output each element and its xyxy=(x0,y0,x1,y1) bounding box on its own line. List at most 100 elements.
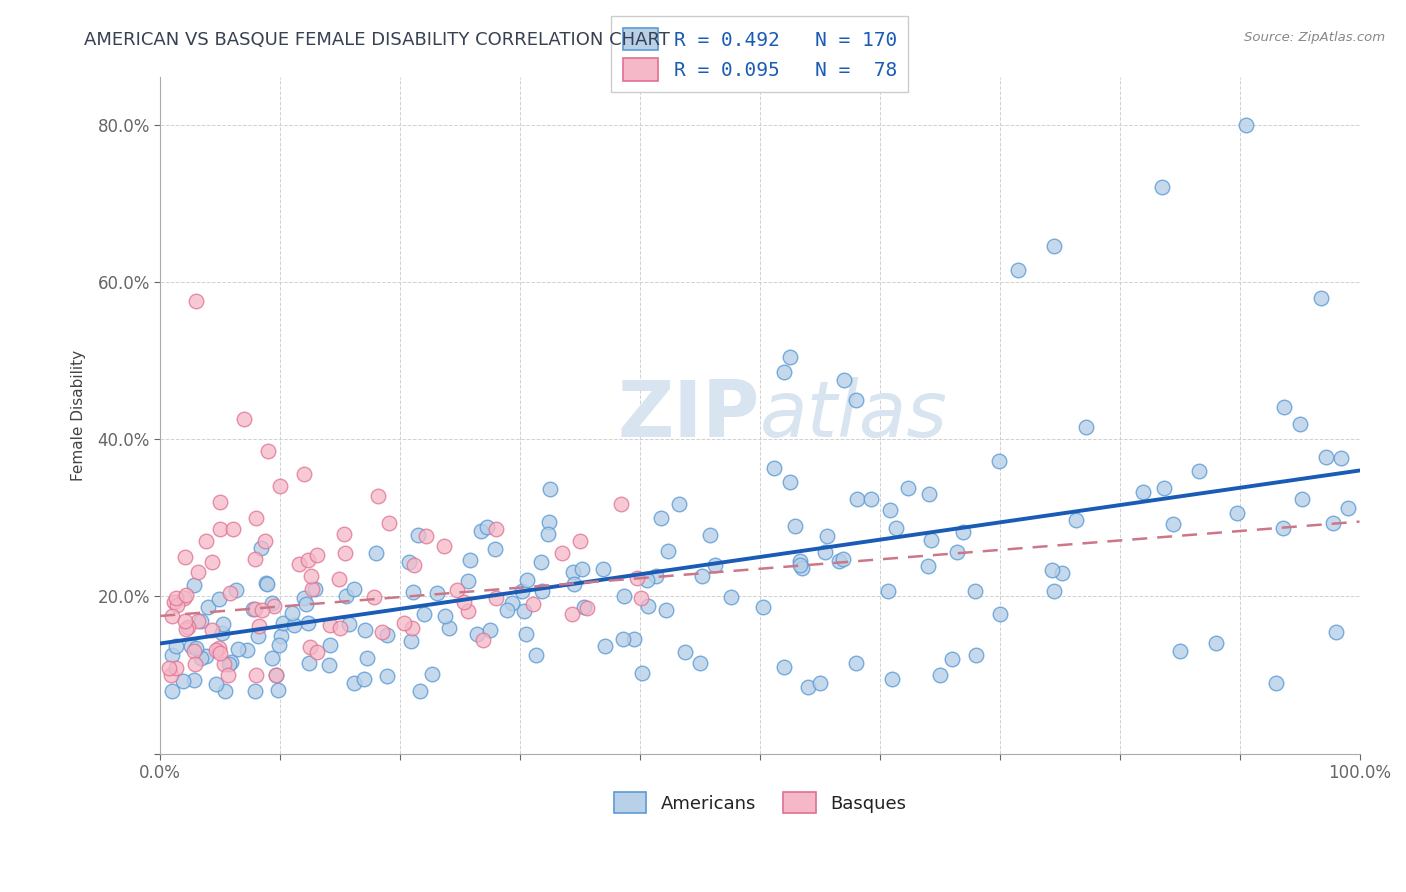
Point xyxy=(242,601,264,615)
Point xyxy=(187,565,209,579)
Point xyxy=(209,646,232,660)
Point xyxy=(636,573,658,587)
Point xyxy=(183,673,205,687)
Point xyxy=(1161,516,1184,531)
Point xyxy=(592,562,614,576)
Point xyxy=(496,602,519,616)
Point xyxy=(247,619,270,633)
Point xyxy=(789,558,811,572)
Point xyxy=(1226,506,1249,520)
Point xyxy=(569,534,592,549)
Point xyxy=(183,578,205,592)
Point xyxy=(174,623,197,637)
Point xyxy=(243,683,266,698)
Point xyxy=(367,489,389,503)
Point xyxy=(645,568,668,582)
Point xyxy=(562,566,585,580)
Point xyxy=(561,607,583,621)
Point xyxy=(225,583,247,598)
Point xyxy=(845,656,868,670)
Point xyxy=(673,645,696,659)
Point xyxy=(630,591,652,606)
Point xyxy=(1040,563,1063,577)
Point xyxy=(789,554,811,568)
Point xyxy=(160,609,183,624)
Point xyxy=(1322,516,1344,531)
Point xyxy=(318,658,340,673)
Point xyxy=(260,597,283,611)
Point xyxy=(409,683,432,698)
Point xyxy=(173,614,195,628)
Point xyxy=(332,526,354,541)
Point xyxy=(363,591,385,605)
Point xyxy=(457,603,479,617)
Point xyxy=(703,558,725,573)
Point xyxy=(378,516,401,530)
Point xyxy=(773,660,796,674)
Point xyxy=(530,555,553,569)
Point xyxy=(457,574,479,588)
Point xyxy=(172,673,194,688)
Point xyxy=(988,454,1011,468)
Point xyxy=(246,629,269,643)
Point xyxy=(269,479,291,493)
Point xyxy=(226,642,249,657)
Point xyxy=(319,617,342,632)
Point xyxy=(1153,481,1175,495)
Point xyxy=(516,573,538,587)
Point xyxy=(173,591,195,605)
Point xyxy=(342,675,364,690)
Point xyxy=(233,412,256,426)
Point xyxy=(1315,450,1337,464)
Point xyxy=(162,648,184,662)
Point xyxy=(335,590,357,604)
Point xyxy=(180,639,202,653)
Point xyxy=(478,623,501,637)
Point xyxy=(218,586,240,600)
Point xyxy=(1074,420,1097,434)
Point xyxy=(1289,417,1312,431)
Point xyxy=(305,548,328,562)
Point xyxy=(876,584,898,599)
Point xyxy=(165,639,187,653)
Point xyxy=(413,607,436,621)
Point xyxy=(318,638,340,652)
Point xyxy=(177,620,200,634)
Point xyxy=(364,546,387,560)
Point xyxy=(200,555,222,569)
Point xyxy=(988,607,1011,621)
Point xyxy=(501,596,523,610)
Point xyxy=(1291,492,1313,507)
Point xyxy=(610,497,633,511)
Point xyxy=(485,523,508,537)
Point xyxy=(657,544,679,558)
Point xyxy=(1150,180,1173,194)
Point xyxy=(283,618,305,632)
Point xyxy=(1132,485,1154,500)
Point xyxy=(475,519,498,533)
Point xyxy=(353,623,375,637)
Point xyxy=(333,546,356,560)
Point xyxy=(437,621,460,635)
Point xyxy=(1264,675,1286,690)
Point xyxy=(828,553,851,567)
Point xyxy=(650,511,672,525)
Text: AMERICAN VS BASQUE FEMALE DISABILITY CORRELATION CHART: AMERICAN VS BASQUE FEMALE DISABILITY COR… xyxy=(84,31,671,49)
Point xyxy=(952,524,974,539)
Point xyxy=(301,582,323,596)
Point xyxy=(297,553,319,567)
Point xyxy=(165,591,187,605)
Point xyxy=(222,522,245,536)
Point xyxy=(779,475,801,489)
Point xyxy=(1324,624,1347,639)
Point xyxy=(699,527,721,541)
Point xyxy=(790,561,813,575)
Point xyxy=(813,545,835,559)
Point xyxy=(1043,583,1066,598)
Point xyxy=(1007,263,1029,277)
Point xyxy=(467,627,489,641)
Point xyxy=(920,533,942,547)
Point xyxy=(212,657,235,672)
Point xyxy=(271,615,294,630)
Point xyxy=(1234,118,1257,132)
